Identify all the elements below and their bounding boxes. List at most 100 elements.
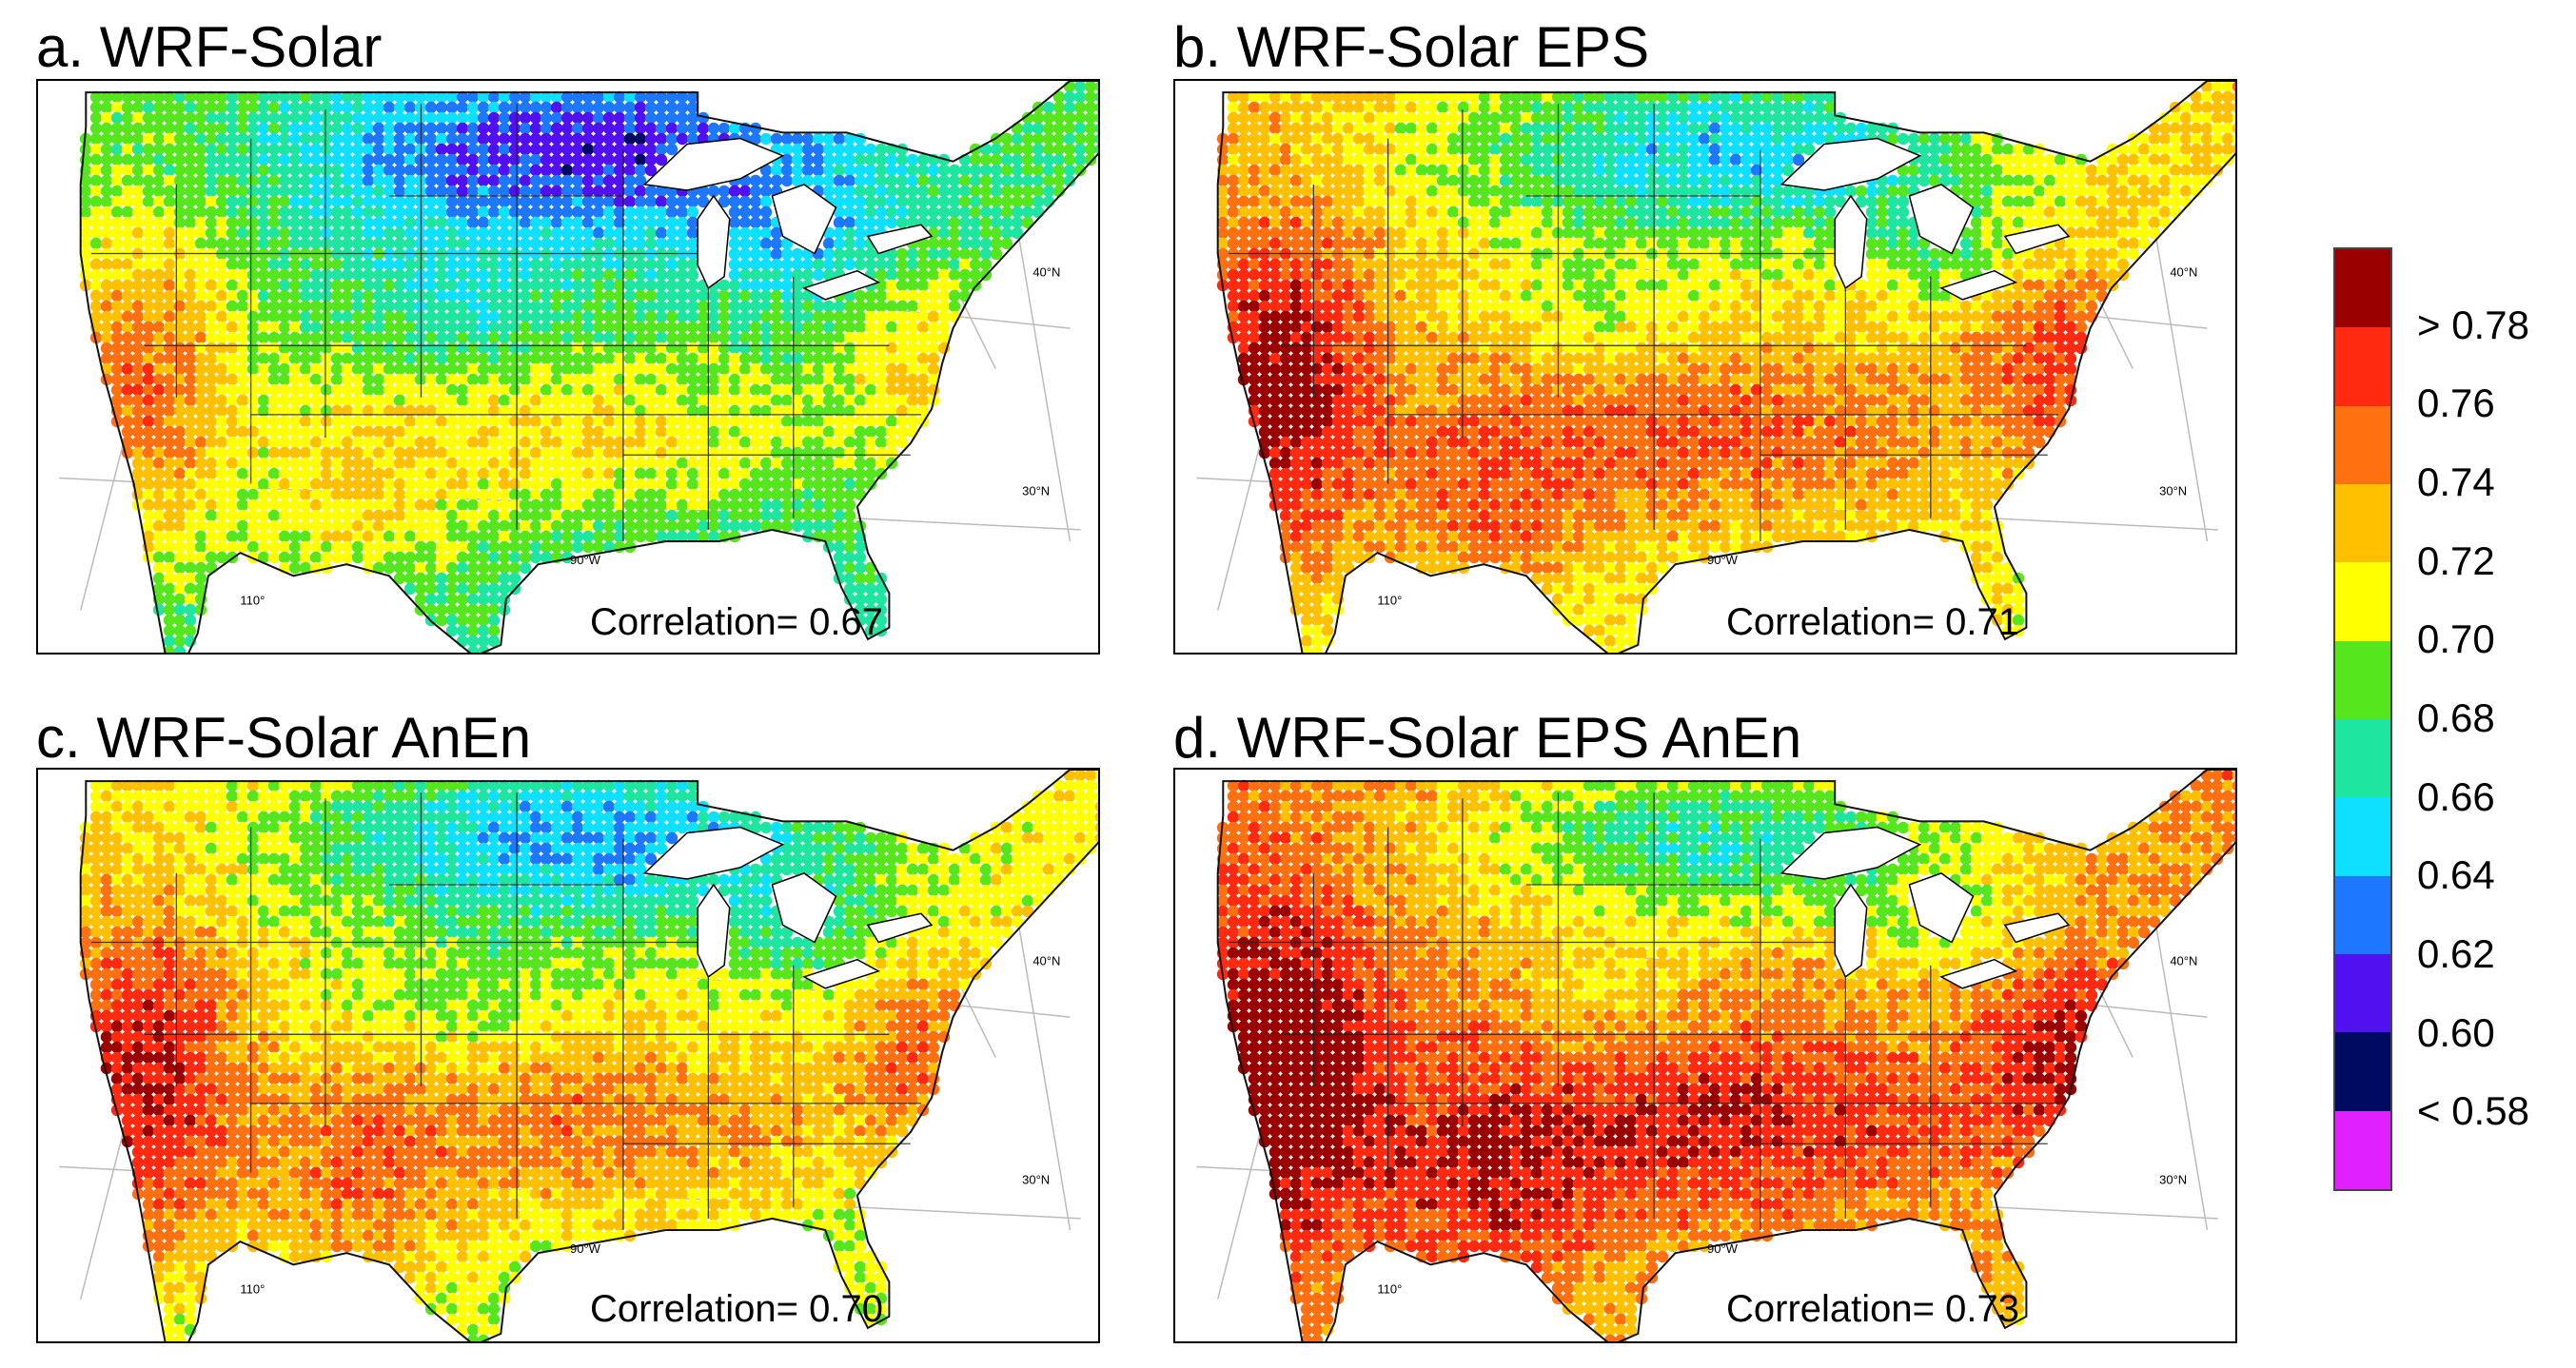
heatmap-point: [403, 540, 417, 554]
heatmap-point: [801, 132, 815, 146]
heatmap-point: [665, 373, 678, 386]
heatmap-point: [665, 488, 678, 501]
heatmap-point: [1907, 258, 1920, 271]
heatmap-point: [215, 331, 228, 344]
heatmap-point: [1781, 205, 1795, 219]
heatmap-point: [246, 457, 260, 470]
heatmap-point: [1426, 226, 1439, 240]
heatmap-point: [372, 132, 385, 146]
heatmap-point: [184, 195, 197, 208]
heatmap-point: [1467, 258, 1481, 271]
heatmap-point: [1457, 143, 1470, 156]
heatmap-point: [89, 205, 103, 219]
heatmap-point: [2137, 174, 2151, 187]
heatmap-point: [194, 185, 207, 198]
heatmap-point: [487, 279, 501, 292]
heatmap-point: [236, 185, 249, 198]
heatmap-point: [571, 457, 584, 470]
heatmap-point: [550, 457, 563, 470]
heatmap-point: [550, 540, 563, 554]
heatmap-point: [1310, 143, 1324, 156]
heatmap-point: [801, 164, 815, 177]
heatmap-point: [1530, 111, 1544, 125]
heatmap-point: [1865, 122, 1878, 135]
heatmap-point: [791, 404, 804, 418]
heatmap-point: [288, 373, 302, 386]
heatmap-point: [383, 467, 396, 480]
heatmap-point: [131, 467, 145, 480]
heatmap-point: [812, 321, 825, 334]
heatmap-point: [152, 153, 166, 166]
heatmap-point: [456, 205, 469, 219]
heatmap-point: [403, 446, 417, 459]
heatmap-point: [184, 362, 197, 376]
heatmap-point: [1426, 164, 1439, 177]
heatmap-point: [1959, 153, 1973, 166]
heatmap-point: [1698, 132, 1711, 146]
heatmap-point: [215, 425, 228, 439]
heatmap-point: [529, 300, 542, 313]
heatmap-point: [372, 404, 385, 418]
heatmap-point: [341, 185, 354, 198]
heatmap-point: [445, 279, 459, 292]
heatmap-point: [560, 415, 574, 428]
heatmap-point: [403, 258, 417, 271]
heatmap-point: [738, 247, 752, 261]
heatmap-point: [372, 530, 385, 543]
heatmap-point: [173, 582, 187, 596]
heatmap-point: [414, 509, 427, 522]
heatmap-point: [833, 352, 846, 365]
heatmap-point: [445, 342, 459, 355]
heatmap-point: [2179, 153, 2193, 166]
heatmap-point: [1373, 258, 1386, 271]
heatmap-point: [2022, 153, 2035, 166]
heatmap-point: [560, 498, 574, 512]
heatmap-point: [299, 436, 312, 449]
heatmap-point: [540, 279, 553, 292]
heatmap-point: [948, 226, 961, 240]
heatmap-point: [990, 216, 1003, 229]
heatmap-point: [309, 164, 323, 177]
heatmap-point: [550, 174, 563, 187]
heatmap-point: [163, 467, 176, 480]
heatmap-point: [477, 436, 490, 449]
heatmap-point: [194, 519, 207, 533]
heatmap-point: [288, 143, 302, 156]
heatmap-point: [403, 226, 417, 240]
heatmap-point: [791, 498, 804, 512]
heatmap-point: [1426, 111, 1439, 125]
heatmap-point: [843, 205, 856, 219]
heatmap-point: [958, 268, 972, 282]
heatmap-point: [927, 237, 940, 250]
heatmap-point: [142, 216, 155, 229]
heatmap-point: [110, 394, 124, 407]
heatmap-point: [1279, 164, 1292, 177]
heatmap-point: [445, 237, 459, 250]
heatmap-point: [215, 164, 228, 177]
heatmap-point: [948, 258, 961, 271]
heatmap-point: [184, 425, 197, 439]
heatmap-point: [267, 362, 281, 376]
heatmap-point: [2022, 195, 2035, 208]
heatmap-point: [383, 111, 396, 125]
heatmap-point: [895, 300, 909, 313]
heatmap-point: [623, 478, 637, 491]
heatmap-point: [362, 185, 375, 198]
heatmap-point: [843, 488, 856, 501]
heatmap-point: [1740, 195, 1753, 208]
heatmap-point: [372, 467, 385, 480]
heatmap-point: [278, 268, 291, 282]
heatmap-point: [341, 310, 354, 323]
heatmap-point: [759, 342, 773, 355]
heatmap-point: [1467, 153, 1481, 166]
heatmap-point: [1593, 174, 1606, 187]
heatmap-point: [435, 436, 448, 449]
heatmap-point: [424, 90, 438, 104]
heatmap-point: [393, 415, 406, 428]
heatmap-point: [1991, 216, 2004, 229]
heatmap-point: [1509, 143, 1523, 156]
heatmap-point: [487, 310, 501, 323]
heatmap-point: [1876, 185, 1889, 198]
heatmap-point: [2001, 247, 2015, 261]
heatmap-point: [2095, 185, 2109, 198]
